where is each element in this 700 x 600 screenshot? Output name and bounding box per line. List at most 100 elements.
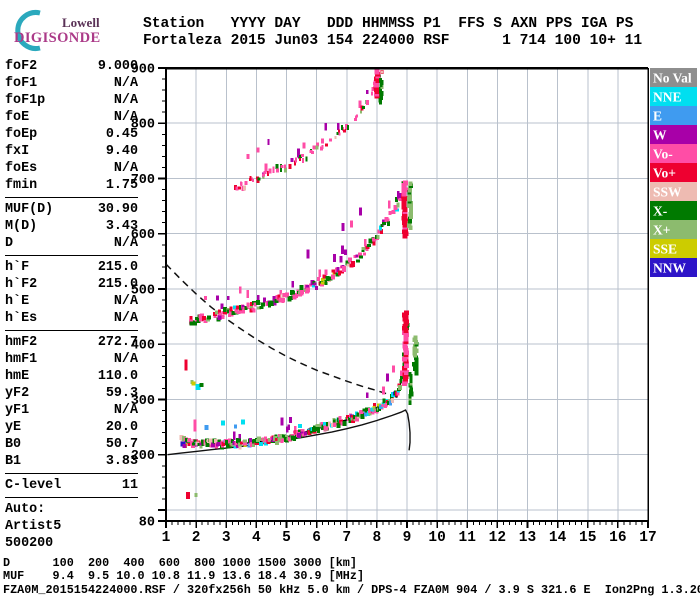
param-value: 110.0 bbox=[97, 369, 138, 384]
legend-swatch-nne bbox=[650, 87, 697, 106]
status-color-legend: No Val NNE EW Vo- Vo+ SSW X- X+ SSE NNW bbox=[650, 68, 697, 277]
param-value: 30.90 bbox=[97, 202, 138, 217]
legend-label: X- bbox=[653, 204, 667, 219]
y-tick-label: 800 bbox=[131, 118, 155, 133]
x-tick-label: 8 bbox=[373, 530, 382, 546]
legend-swatch-w bbox=[650, 125, 697, 144]
y-tick-label: 400 bbox=[131, 339, 155, 354]
y-tick-label: 700 bbox=[131, 173, 155, 188]
x-tick-label: 11 bbox=[459, 530, 477, 546]
param-row-yf2: yF2 59.3 bbox=[5, 385, 138, 402]
logo-digisonde-text: DIGISONDE bbox=[14, 30, 101, 46]
param-value: N/A bbox=[113, 311, 138, 326]
legend-label: Vo+ bbox=[653, 166, 676, 181]
param-row-hf2: h`F2 215.0 bbox=[5, 276, 138, 293]
x-tick-label: 6 bbox=[312, 530, 321, 546]
parameter-panel: foF2 9.000 foF1 N/A foF1p N/A foE N/A foEp 0.45 fx… bbox=[5, 58, 138, 552]
param-label: yF1 bbox=[5, 403, 30, 418]
param-label: B1 bbox=[5, 454, 22, 469]
param-value: 215.0 bbox=[97, 277, 138, 292]
x-tick-label: 3 bbox=[222, 530, 231, 546]
param-label: hmF2 bbox=[5, 335, 38, 350]
param-label: hmE bbox=[5, 369, 30, 384]
param-label: D bbox=[5, 236, 14, 251]
param-label: h`F bbox=[5, 260, 30, 275]
param-label: yF2 bbox=[5, 386, 30, 401]
param-label: MUF(D) bbox=[5, 202, 54, 217]
legend-label: E bbox=[653, 109, 662, 124]
x-tick-label: 14 bbox=[549, 530, 567, 546]
param-group-divider bbox=[5, 330, 138, 331]
param-value: N/A bbox=[113, 76, 138, 91]
muf-transmission-curve bbox=[165, 263, 402, 400]
param-row-fof1p: foF1p N/A bbox=[5, 92, 138, 109]
x-tick-label: 16 bbox=[609, 530, 626, 546]
param-label: foF2 bbox=[5, 59, 38, 74]
f-trace-third-hop bbox=[233, 69, 384, 192]
param-label: foEs bbox=[5, 161, 38, 176]
legend-swatch-e bbox=[650, 106, 697, 125]
param-label: C-level bbox=[5, 478, 62, 493]
lowell-digisonde-logo: Lowell DIGISONDE bbox=[6, 4, 126, 56]
x-tick-label: 4 bbox=[252, 530, 261, 546]
legend-label: NNW bbox=[653, 261, 686, 276]
param-value: 59.3 bbox=[105, 386, 138, 401]
legend-swatch-nnw bbox=[650, 258, 697, 277]
param-value: N/A bbox=[113, 93, 138, 108]
x-tick-label: 5 bbox=[282, 530, 291, 546]
param-label: yE bbox=[5, 420, 22, 435]
asymptote-streaks bbox=[373, 69, 419, 406]
param-value: 9.000 bbox=[97, 59, 138, 74]
legend-label: Vo- bbox=[653, 147, 673, 162]
param-row-artist5: Artist5 bbox=[5, 518, 138, 535]
header-line2: Fortaleza 2015 Jun03 154 224000 RSF 1 71… bbox=[143, 33, 643, 49]
f-trace-first-hop bbox=[179, 323, 410, 450]
param-row-fof1: foF1 N/A bbox=[5, 75, 138, 92]
param-label: M(D) bbox=[5, 219, 38, 234]
param-label: fmin bbox=[5, 178, 38, 193]
param-label: 500200 bbox=[5, 536, 54, 551]
param-row-hmf1: hmF1 N/A bbox=[5, 351, 138, 368]
x-tick-label: 12 bbox=[489, 530, 506, 546]
header-line1: Station YYYY DAY DDD HHMMSS P1 FFS S AXN… bbox=[143, 16, 634, 32]
x-tick-label: 17 bbox=[639, 530, 656, 546]
legend-swatch-noval bbox=[650, 68, 697, 87]
param-row-ye: yE 20.0 bbox=[5, 419, 138, 436]
param-row-he: h`E N/A bbox=[5, 293, 138, 310]
param-value: N/A bbox=[113, 110, 138, 125]
legend-swatch-vo+ bbox=[650, 163, 697, 182]
param-label: hmF1 bbox=[5, 352, 38, 367]
param-value: 50.7 bbox=[105, 437, 138, 452]
legend-swatch-x+ bbox=[650, 220, 697, 239]
param-value: N/A bbox=[113, 236, 138, 251]
station-header: Station YYYY DAY DDD HHMMSS P1 FFS S AXN… bbox=[143, 16, 642, 50]
file-info-row: FZA0M_2015154224000.RSF / 320fx256h 50 k… bbox=[3, 583, 700, 597]
param-value: 1.75 bbox=[105, 178, 138, 193]
param-value: 3.43 bbox=[105, 219, 138, 234]
legend-label: W bbox=[653, 128, 667, 143]
param-value: N/A bbox=[113, 352, 138, 367]
param-value: 272.7 bbox=[97, 335, 138, 350]
param-row-500200: 500200 bbox=[5, 535, 138, 552]
x-tick-label: 10 bbox=[428, 530, 445, 546]
param-row-foes: foEs N/A bbox=[5, 160, 138, 177]
echo-traces bbox=[179, 69, 410, 450]
param-value: N/A bbox=[113, 161, 138, 176]
param-row-yf1: yF1 N/A bbox=[5, 402, 138, 419]
chart-grid bbox=[166, 68, 648, 521]
param-label: h`F2 bbox=[5, 277, 38, 292]
param-group-divider bbox=[5, 197, 138, 198]
legend-swatch-vo- bbox=[650, 144, 697, 163]
artist-fitted-trace bbox=[182, 313, 408, 445]
param-group-divider bbox=[5, 473, 138, 474]
y-tick-label: 500 bbox=[131, 283, 155, 298]
param-value: 0.45 bbox=[105, 127, 138, 142]
legend-label: No Val bbox=[653, 71, 692, 86]
param-label: foF1 bbox=[5, 76, 38, 91]
param-value: 11 bbox=[121, 478, 138, 493]
x-tick-label: 1 bbox=[162, 530, 171, 546]
param-label: B0 bbox=[5, 437, 22, 452]
